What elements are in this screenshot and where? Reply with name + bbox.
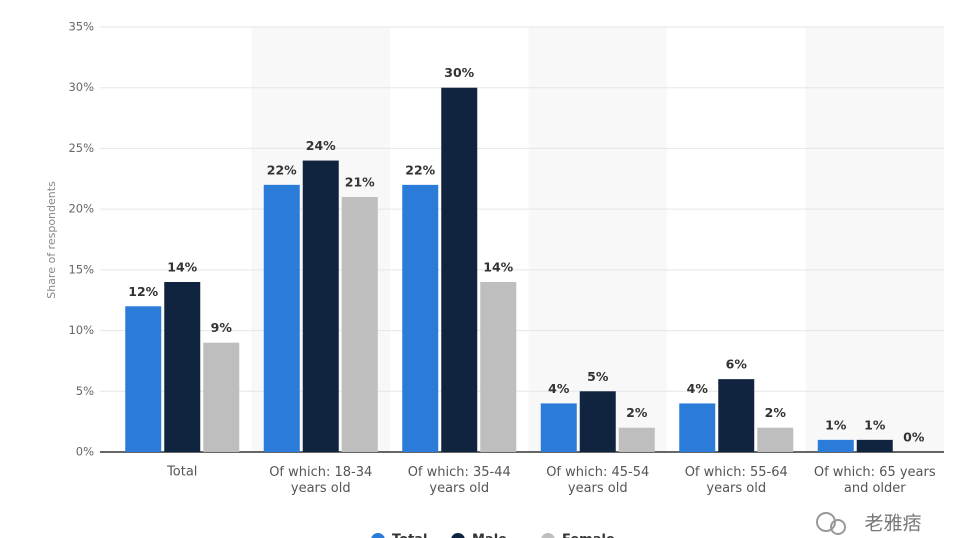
value-label: 1% — [864, 417, 886, 432]
bar — [480, 282, 517, 452]
bar — [618, 427, 655, 452]
bar — [203, 342, 240, 452]
value-label: 1% — [825, 417, 847, 432]
y-axis-label: Share of respondents — [45, 181, 58, 299]
value-label: 2% — [626, 405, 648, 420]
value-label: 5% — [587, 369, 609, 384]
y-tick-label: 20% — [68, 202, 94, 216]
legend-marker — [451, 533, 465, 538]
band-shade — [805, 27, 944, 452]
bar — [263, 184, 300, 452]
value-label: 21% — [345, 175, 375, 190]
value-label: 4% — [548, 381, 570, 396]
value-label: 0% — [903, 430, 925, 445]
value-label: 6% — [726, 357, 748, 372]
value-label: 22% — [267, 162, 297, 177]
value-label: 14% — [167, 260, 197, 275]
bar — [125, 306, 162, 452]
value-label: 22% — [405, 162, 435, 177]
x-tick-label: Of which: 65 years and older — [814, 465, 936, 496]
x-tick-label: Of which: 55-64 years old — [685, 465, 788, 496]
band-shade — [528, 27, 667, 452]
bar — [164, 282, 201, 452]
y-tick-label: 30% — [68, 80, 94, 94]
value-label: 9% — [211, 320, 233, 335]
legend-label: Female — [562, 533, 615, 538]
x-tick-label: Total — [166, 465, 197, 480]
x-tick-label: Of which: 35-44 years old — [408, 465, 511, 496]
bar — [817, 439, 854, 452]
bar — [679, 403, 716, 452]
bar — [579, 391, 616, 452]
bar — [718, 379, 755, 452]
value-label: 30% — [444, 65, 474, 80]
bar — [757, 427, 794, 452]
bar — [856, 439, 893, 452]
value-label: 24% — [306, 138, 336, 153]
bar — [540, 403, 577, 452]
y-tick-label: 35% — [68, 20, 94, 34]
legend-label: Total — [392, 533, 428, 538]
value-label: 14% — [483, 260, 513, 275]
bar — [402, 184, 439, 452]
watermark-icon — [830, 519, 846, 535]
y-tick-label: 5% — [76, 384, 94, 398]
value-label: 12% — [128, 284, 158, 299]
legend-marker — [541, 533, 555, 538]
bar — [341, 197, 378, 452]
watermark-icon — [816, 512, 836, 532]
bar — [441, 87, 478, 452]
value-label: 4% — [687, 381, 709, 396]
y-tick-label: 25% — [68, 141, 94, 155]
x-tick-label: Of which: 18-34 years old — [269, 465, 372, 496]
y-tick-label: 0% — [76, 445, 94, 459]
watermark-text: 老雅痞 — [864, 513, 921, 535]
y-tick-label: 10% — [68, 323, 94, 337]
bar — [302, 160, 339, 453]
legend-label: Male — [472, 533, 507, 538]
watermark: 老雅痞 — [816, 512, 922, 535]
x-tick-label: Of which: 45-54 years old — [546, 465, 649, 496]
legend-marker — [371, 533, 385, 538]
y-tick-label: 15% — [68, 262, 94, 276]
value-label: 2% — [765, 405, 787, 420]
